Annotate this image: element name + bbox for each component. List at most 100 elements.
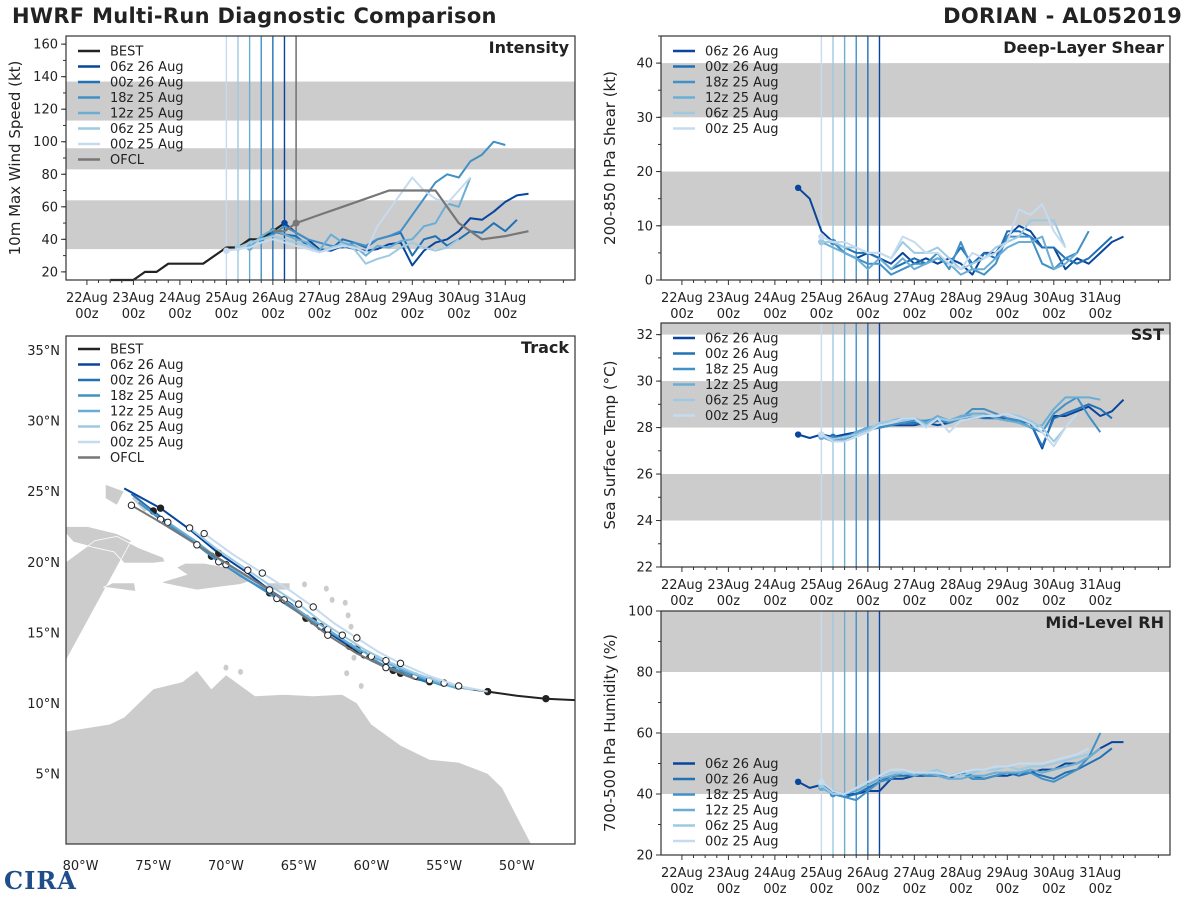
page-title: HWRF Multi-Run Diagnostic Comparison xyxy=(12,4,497,28)
rh-panel xyxy=(656,610,1171,860)
x-tick-label: 00z xyxy=(1042,307,1066,322)
series-marker xyxy=(281,219,288,227)
x-tick-label: 23Aug xyxy=(707,866,749,881)
intensity-panel xyxy=(61,35,576,285)
track-marker xyxy=(382,663,390,672)
x-tick-label: 00z xyxy=(717,307,741,322)
y-axis-label: 200-850 hPa Shear (kt) xyxy=(601,71,619,245)
lat-tick-label: 10°N xyxy=(27,697,60,712)
legend-label: BEST xyxy=(110,45,143,60)
x-tick-label: 28Aug xyxy=(940,866,982,881)
legend-label: 06z 26 Aug xyxy=(705,45,779,60)
track-marker xyxy=(156,504,165,512)
legend-label: 00z 26 Aug xyxy=(705,60,779,75)
track-marker xyxy=(164,518,172,526)
series-line xyxy=(820,203,1067,271)
panel-title: Mid-Level RH xyxy=(1045,613,1164,632)
x-tick-label: 29Aug xyxy=(986,866,1028,881)
x-tick-label: 25Aug xyxy=(800,578,842,593)
lat-tick-label: 30°N xyxy=(27,415,60,430)
land xyxy=(104,483,125,506)
x-tick-label: 00z xyxy=(856,307,880,322)
x-tick-label: 31Aug xyxy=(1079,866,1121,881)
legend-label: 18z 25 Aug xyxy=(705,363,779,378)
legend-label: 18z 25 Aug xyxy=(110,91,184,106)
x-tick-label: 26Aug xyxy=(847,866,889,881)
x-tick-label: 00z xyxy=(447,307,471,322)
x-tick-label: 27Aug xyxy=(893,578,935,593)
track-marker xyxy=(193,541,201,549)
x-tick-label: 00z xyxy=(1089,594,1113,609)
x-tick-label: 23Aug xyxy=(707,578,749,593)
y-tick-label: 60 xyxy=(636,727,653,742)
x-tick-label: 00z xyxy=(1089,307,1113,322)
track-marker xyxy=(396,659,405,668)
y-tick-label: 22 xyxy=(636,561,653,576)
x-tick-label: 24Aug xyxy=(754,866,796,881)
series-line xyxy=(820,747,1101,795)
legend-label: 06z 26 Aug xyxy=(705,757,779,772)
x-tick-label: 24Aug xyxy=(754,291,796,306)
panel-title: SST xyxy=(1131,325,1164,344)
x-tick-label: 00z xyxy=(949,594,973,609)
island xyxy=(302,581,308,588)
y-tick-label: 20 xyxy=(636,849,653,864)
track-panel xyxy=(65,335,576,845)
x-tick-label: 25Aug xyxy=(205,291,247,306)
legend-label: 18z 25 Aug xyxy=(705,788,779,803)
land xyxy=(65,526,166,661)
y-tick-label: 40 xyxy=(636,57,653,72)
x-tick-label: 00z xyxy=(856,882,880,897)
y-tick-label: 160 xyxy=(33,38,58,53)
track-marker xyxy=(324,631,332,639)
x-tick-label: 29Aug xyxy=(391,291,433,306)
y-tick-label: 10 xyxy=(636,219,653,234)
y-tick-label: 30 xyxy=(636,111,653,126)
x-tick-label: 00z xyxy=(996,307,1020,322)
lon-tick-label: 65°W xyxy=(281,859,317,874)
plot-frame xyxy=(660,322,1171,568)
track-marker xyxy=(353,634,361,642)
x-tick-label: 22Aug xyxy=(661,866,703,881)
legend-label: OFCL xyxy=(110,451,145,466)
ofcl-marker xyxy=(292,219,300,227)
island xyxy=(351,654,357,661)
land xyxy=(102,582,137,592)
y-tick-label: 26 xyxy=(636,468,653,483)
x-tick-label: 00z xyxy=(996,882,1020,897)
lat-tick-label: 35°N xyxy=(27,344,60,359)
x-tick-label: 00z xyxy=(717,594,741,609)
x-tick-label: 25Aug xyxy=(800,291,842,306)
x-tick-label: 00z xyxy=(763,594,787,609)
legend-label: 00z 25 Aug xyxy=(705,835,779,850)
track-marker xyxy=(244,566,252,574)
legend-label: 06z 25 Aug xyxy=(705,107,779,122)
x-tick-label: 22Aug xyxy=(661,578,703,593)
legend-label: 06z 25 Aug xyxy=(110,122,184,137)
x-tick-label: 24Aug xyxy=(754,578,796,593)
lon-tick-label: 50°W xyxy=(499,859,535,874)
x-tick-label: 31Aug xyxy=(484,291,526,306)
threshold-band xyxy=(661,323,1170,335)
threshold-band xyxy=(66,200,575,250)
island xyxy=(344,670,350,677)
x-tick-label: 00z xyxy=(122,307,146,322)
lat-tick-label: 20°N xyxy=(27,556,60,571)
series-line xyxy=(833,396,1102,441)
x-tick-label: 00z xyxy=(168,307,192,322)
track-marker xyxy=(454,682,463,690)
x-tick-label: 30Aug xyxy=(1033,291,1075,306)
legend-label: 12z 25 Aug xyxy=(705,804,779,819)
y-tick-label: 80 xyxy=(41,168,58,183)
track-line xyxy=(130,504,416,680)
storm-title: DORIAN - AL052019 xyxy=(943,4,1182,28)
x-tick-label: 31Aug xyxy=(1079,291,1121,306)
x-tick-label: 24Aug xyxy=(159,291,201,306)
lon-tick-label: 55°W xyxy=(426,859,462,874)
series-line xyxy=(832,230,1090,276)
y-axis-label: 700-500 hPa Humidity (%) xyxy=(601,634,619,832)
plot-frame xyxy=(65,335,576,845)
x-tick-label: 28Aug xyxy=(345,291,387,306)
y-tick-label: 80 xyxy=(636,666,653,681)
legend-label: 12z 25 Aug xyxy=(705,378,779,393)
